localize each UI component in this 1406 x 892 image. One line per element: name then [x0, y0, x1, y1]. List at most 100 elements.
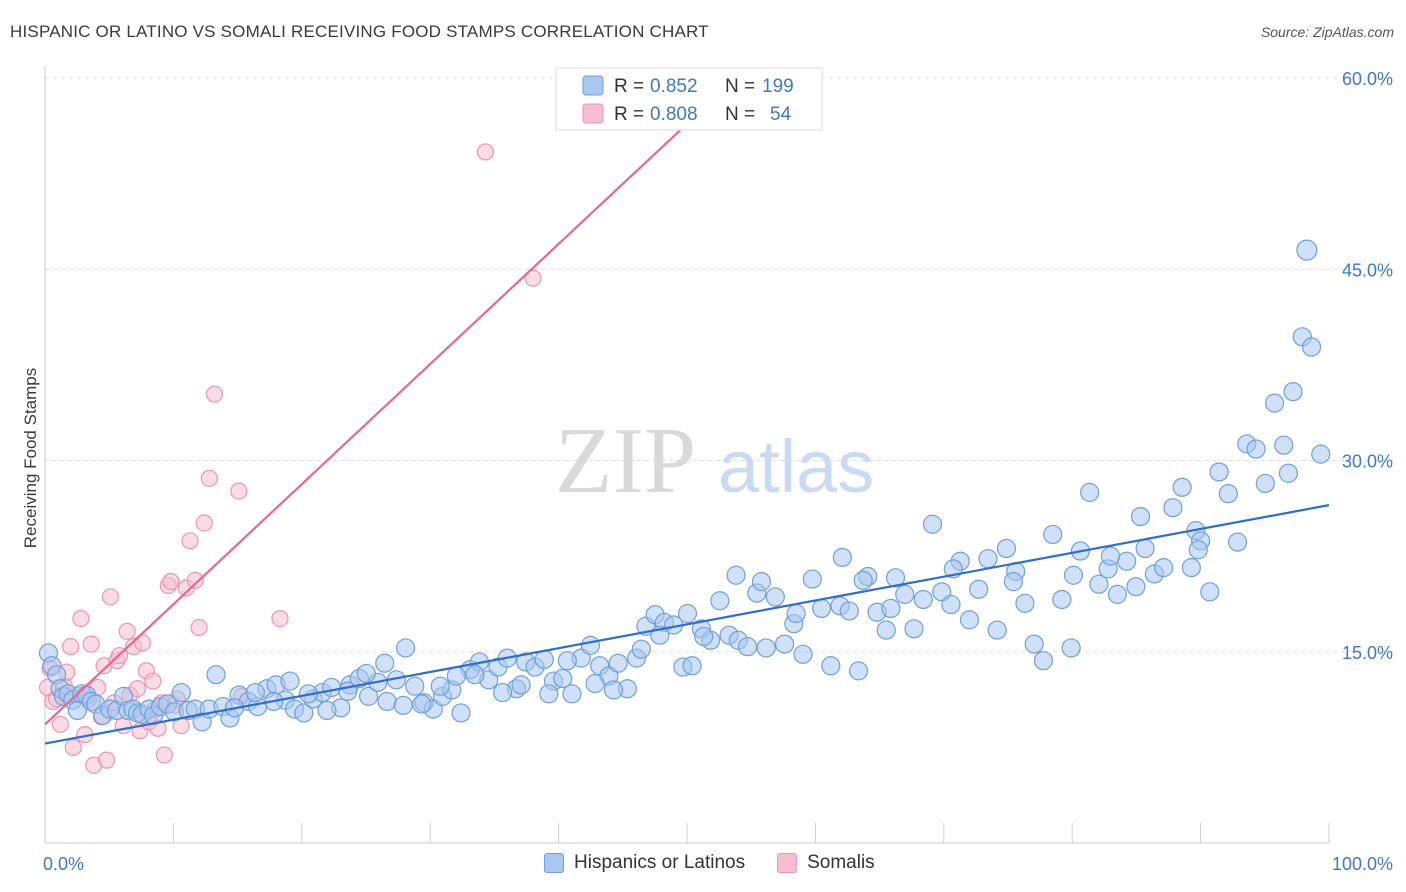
- somali-point: [190, 618, 208, 637]
- hispanic-point: [885, 568, 906, 588]
- hispanics-points: [38, 239, 1331, 732]
- hispanic-point: [451, 703, 471, 723]
- legend-n-label-1: N =: [725, 76, 755, 97]
- hispanic-point: [765, 587, 785, 607]
- somali-point: [186, 571, 204, 589]
- hispanic-point: [726, 565, 746, 585]
- somali-point: [155, 746, 174, 764]
- somali-point: [205, 385, 224, 403]
- y-axis-label: Receiving Food Stamps: [21, 368, 40, 548]
- hispanic-point: [677, 603, 698, 624]
- hispanic-point: [682, 656, 702, 676]
- hispanic-point: [1218, 484, 1238, 504]
- hispanic-point: [881, 598, 901, 619]
- hispanic-point: [1246, 439, 1266, 459]
- watermark-zip: ZIP: [555, 409, 696, 513]
- trend-lines: [44, 121, 1330, 745]
- hispanic-point: [375, 653, 395, 673]
- x-tick-label-0: 0.0%: [43, 854, 84, 874]
- somali-point: [101, 588, 120, 606]
- somali-point: [72, 609, 90, 628]
- hispanic-point: [603, 680, 624, 700]
- somali-point: [51, 715, 70, 734]
- hispanic-point: [832, 547, 852, 568]
- hispanic-point: [738, 637, 758, 657]
- hispanic-point: [1033, 651, 1054, 671]
- hispanic-point: [1063, 565, 1084, 585]
- hispanic-point: [465, 665, 485, 685]
- x-tick-label-1: 100.0%: [1332, 854, 1393, 874]
- legend-swatch-somalis: [777, 853, 798, 873]
- hispanic-point: [585, 674, 605, 694]
- legend-n-label-2: N =: [725, 104, 755, 125]
- hispanic-point: [608, 653, 628, 673]
- hispanic-point: [171, 682, 191, 703]
- hispanic-point: [338, 681, 358, 701]
- hispanic-point: [1003, 572, 1023, 592]
- hispanic-point: [553, 668, 573, 689]
- legend-swatch-blue: [582, 75, 604, 96]
- hispanic-point: [1052, 589, 1072, 610]
- hispanic-point: [1130, 506, 1151, 527]
- hispanic-point: [377, 691, 397, 712]
- hispanic-point: [895, 584, 915, 604]
- hispanic-point: [987, 620, 1007, 640]
- hispanic-point: [1043, 524, 1063, 545]
- hispanic-point: [206, 665, 226, 685]
- y-tick-label-0: 15.0%: [1342, 643, 1393, 663]
- source-label: Source: ZipAtlas.com: [1260, 24, 1394, 40]
- hispanic-point: [317, 700, 337, 721]
- legend-swatch-hispanics: [544, 853, 564, 873]
- hispanic-point: [280, 671, 300, 691]
- hispanic-point: [710, 591, 730, 611]
- hispanic-point: [1100, 546, 1121, 566]
- legend-n-value-2: 54: [770, 104, 792, 125]
- somali-point: [128, 680, 147, 698]
- hispanic-point: [969, 579, 989, 599]
- hispanic-point: [356, 663, 376, 684]
- hispanic-point: [446, 666, 466, 686]
- hispanic-point: [1296, 239, 1318, 261]
- hispanic-point: [1117, 551, 1137, 571]
- hispanic-point: [848, 661, 869, 681]
- legend-swatch-pink: [582, 103, 604, 124]
- legend-r-value-2: 0.808: [650, 104, 698, 125]
- somali-point: [118, 622, 136, 640]
- hispanic-point: [853, 570, 873, 590]
- hispanic-point: [580, 635, 601, 655]
- hispanic-point: [1278, 463, 1299, 483]
- axes: [44, 66, 1330, 844]
- hispanic-point: [839, 601, 859, 621]
- somali-point: [230, 482, 248, 500]
- hispanic-point: [1301, 337, 1322, 357]
- hispanic-point: [904, 619, 924, 639]
- somali-point: [62, 638, 80, 656]
- somali-point: [200, 469, 218, 487]
- hispanic-point: [1283, 382, 1303, 402]
- somali-point: [114, 717, 132, 735]
- hispanic-point: [996, 538, 1017, 559]
- hispanic-point: [1227, 532, 1248, 552]
- hispanic-point: [1107, 584, 1127, 604]
- hispanic-point: [358, 686, 379, 706]
- legend-r-label-1: R =: [614, 76, 644, 97]
- hispanic-point: [1209, 462, 1229, 482]
- hispanic-point: [978, 549, 998, 569]
- somali-point: [271, 609, 289, 628]
- legend-r-value-1: 0.852: [650, 76, 698, 97]
- hispanic-point: [1264, 393, 1285, 413]
- hispanic-point: [557, 651, 577, 671]
- hispanic-point: [1135, 538, 1155, 559]
- hispanic-point: [821, 656, 841, 676]
- somali-point: [524, 269, 542, 287]
- somali-point: [195, 514, 213, 532]
- hispanic-point: [245, 682, 265, 703]
- hispanic-point: [395, 638, 416, 658]
- hispanic-point: [774, 634, 795, 654]
- hispanic-point: [1089, 574, 1109, 594]
- hispanic-point: [811, 598, 832, 619]
- legend-label-hispanics: Hispanics or Latinos: [574, 852, 746, 873]
- hispanic-point: [405, 676, 425, 696]
- somali-point: [162, 573, 180, 591]
- legend-label-somalis: Somalis: [807, 852, 875, 873]
